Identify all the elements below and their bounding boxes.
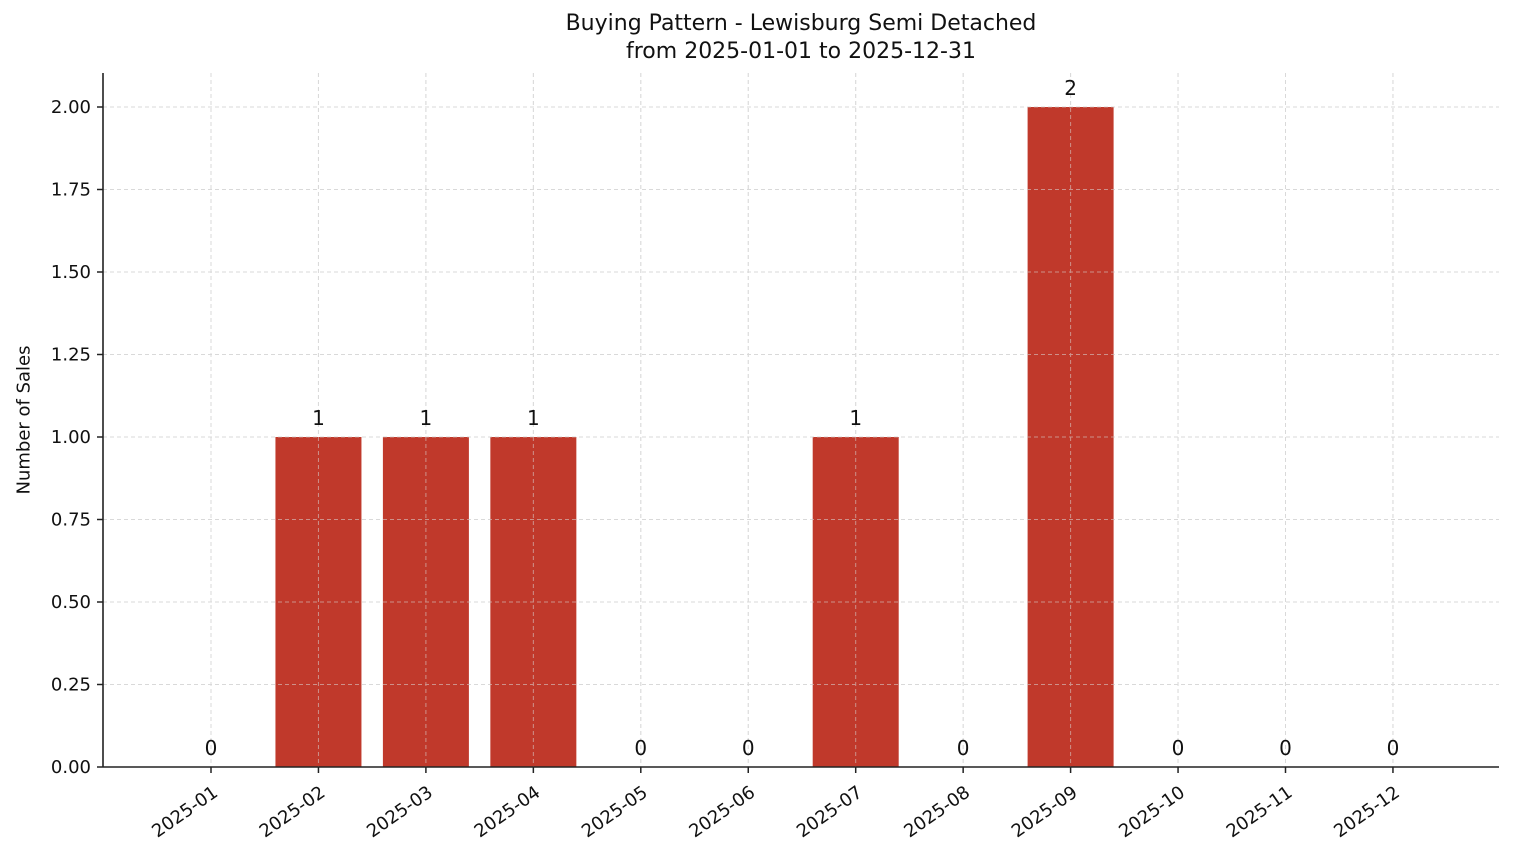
bar-value-label: 0 — [957, 736, 970, 760]
y-tick-label: 0.25 — [51, 675, 91, 696]
y-tick-label: 2.00 — [51, 97, 91, 118]
bar-value-label: 0 — [1172, 736, 1185, 760]
bar-value-label: 1 — [312, 406, 325, 430]
bar-value-label: 0 — [1387, 736, 1400, 760]
y-tick-label: 1.50 — [51, 262, 91, 283]
y-tick-label: 1.25 — [51, 345, 91, 366]
x-tick-label: 2025-10 — [1115, 782, 1189, 842]
bar-value-label: 0 — [205, 736, 218, 760]
x-tick-label: 2025-06 — [685, 782, 759, 842]
x-tick-label: 2025-03 — [363, 782, 437, 842]
y-axis-ticks: 0.00 0.25 0.50 0.75 1.00 1.25 1.50 1.75 2.00 — [51, 97, 103, 778]
x-tick-label: 2025-02 — [256, 782, 330, 842]
x-tick-label: 2025-09 — [1008, 782, 1082, 842]
chart-title-block: Buying Pattern - Lewisburg Semi Detached… — [103, 10, 1499, 66]
y-tick-label: 0.75 — [51, 510, 91, 531]
y-tick-label: 0.50 — [51, 592, 91, 613]
bar-value-label: 0 — [1279, 736, 1292, 760]
x-tick-label: 2025-04 — [471, 782, 545, 842]
bar-value-label: 1 — [420, 406, 433, 430]
bar-value-label: 2 — [1064, 76, 1077, 100]
x-tick-label: 2025-01 — [148, 782, 222, 842]
chart-subtitle: from 2025-01-01 to 2025-12-31 — [626, 39, 976, 64]
x-tick-label: 2025-05 — [578, 782, 652, 842]
bar-value-label: 0 — [634, 736, 647, 760]
y-tick-label: 1.75 — [51, 180, 91, 201]
bar-value-label: 0 — [742, 736, 755, 760]
bar-value-labels: 0 1 1 1 0 0 1 0 2 0 0 0 — [205, 76, 1400, 760]
y-tick-label: 1.00 — [51, 427, 91, 448]
x-tick-label: 2025-11 — [1223, 782, 1297, 842]
chart-title: Buying Pattern - Lewisburg Semi Detached — [565, 11, 1037, 36]
x-tick-label: 2025-08 — [900, 782, 974, 842]
bar-value-label: 1 — [527, 406, 540, 430]
x-tick-label: 2025-12 — [1330, 782, 1404, 842]
x-axis-ticks: 2025-01 2025-02 2025-03 2025-04 2025-05 2025-… — [148, 767, 1404, 842]
x-tick-label: 2025-07 — [793, 782, 867, 842]
gridlines-overlay — [103, 73, 1499, 768]
y-tick-label: 0.00 — [51, 757, 91, 778]
bar-value-label: 1 — [849, 406, 862, 430]
